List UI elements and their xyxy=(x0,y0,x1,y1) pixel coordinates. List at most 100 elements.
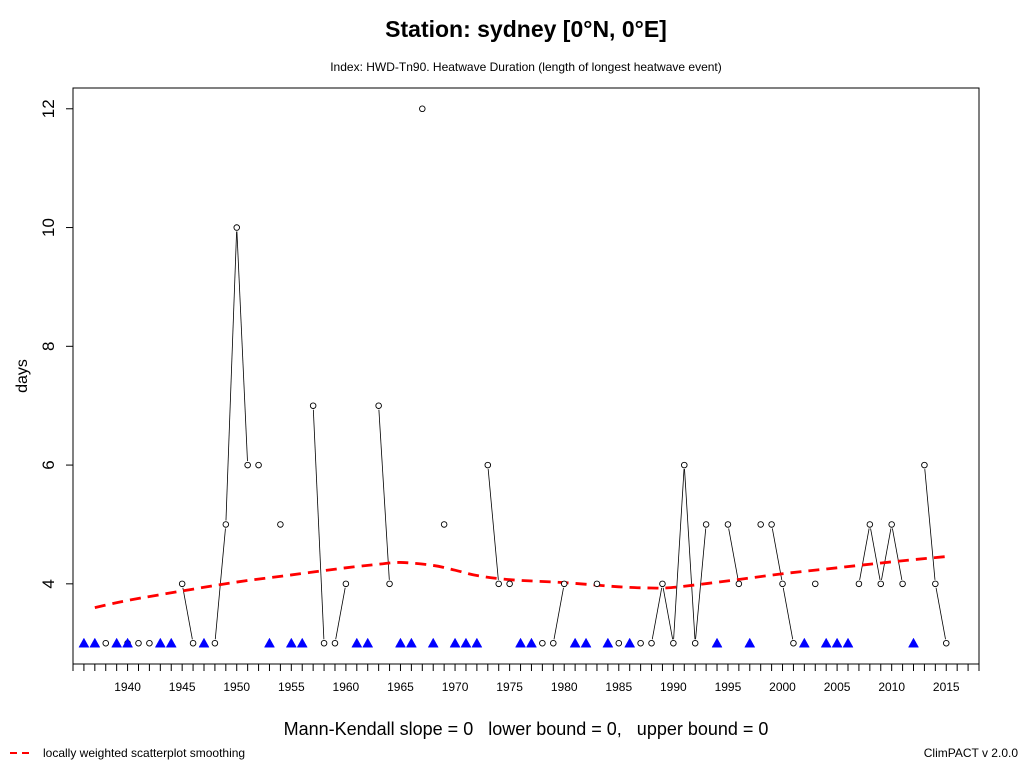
data-point-triangle xyxy=(624,637,636,648)
data-point-triangle xyxy=(908,637,919,648)
connector-segment xyxy=(378,409,390,580)
data-point-circle xyxy=(790,639,797,647)
y-tick-label: 12 xyxy=(39,99,58,118)
data-point-circle xyxy=(768,521,775,528)
connector-segment xyxy=(662,587,674,640)
connector-segment xyxy=(892,528,903,580)
data-point-circle xyxy=(888,521,895,528)
data-point-triangle xyxy=(602,637,614,648)
data-point-circle xyxy=(331,639,339,647)
data-point-triangle xyxy=(111,637,123,648)
connector-segment xyxy=(487,469,499,580)
data-point-circle xyxy=(724,521,732,528)
data-point-circle xyxy=(779,580,786,588)
connector-segment xyxy=(924,469,936,580)
data-point-triangle xyxy=(580,637,592,648)
data-point-circle xyxy=(681,461,688,469)
data-point-circle xyxy=(659,580,666,588)
data-point-circle xyxy=(550,639,557,647)
connector-segment xyxy=(553,587,564,640)
version-label: ClimPACT v 2.0.0 xyxy=(924,746,1019,760)
data-point-triangle xyxy=(744,637,756,648)
connector-segment xyxy=(684,469,696,640)
data-point-circle xyxy=(866,521,874,528)
x-tick-label: 1965 xyxy=(387,680,414,694)
data-point-circle xyxy=(648,639,655,647)
connector-segment xyxy=(236,231,248,462)
data-point-circle xyxy=(539,639,546,647)
connector-segment xyxy=(695,528,707,640)
y-tick-label: 8 xyxy=(39,342,58,351)
data-point-triangle xyxy=(351,637,363,648)
data-point-circle xyxy=(233,224,240,231)
data-point-circle xyxy=(921,461,928,469)
data-point-triangle xyxy=(798,637,810,648)
data-connector-lines xyxy=(182,231,946,640)
data-point-triangle xyxy=(427,637,439,648)
data-point-triangle xyxy=(198,637,210,648)
data-point-circle xyxy=(386,580,393,588)
data-point-triangles xyxy=(78,637,919,648)
connector-segment xyxy=(182,587,193,640)
mann-kendall-text: Mann-Kendall slope = 0 lower bound = 0, … xyxy=(284,719,769,739)
data-point-triangle xyxy=(471,637,483,648)
connector-segment xyxy=(312,409,325,640)
data-point-circle xyxy=(222,521,230,528)
data-point-triangle xyxy=(154,637,166,648)
x-tick-label: 2005 xyxy=(824,680,851,694)
connector-segment xyxy=(335,587,346,640)
x-tick-label: 1970 xyxy=(442,680,469,694)
data-point-circle xyxy=(277,521,284,528)
data-point-circle xyxy=(691,639,699,647)
data-point-circle xyxy=(495,580,502,588)
data-point-triangle xyxy=(296,637,308,648)
x-tick-label: 1985 xyxy=(605,680,632,694)
x-tick-label: 1940 xyxy=(114,680,141,694)
data-point-circle xyxy=(932,580,939,588)
x-tick-label: 2000 xyxy=(769,680,796,694)
data-point-triangle xyxy=(460,637,472,648)
chart-title: Station: sydney [0°N, 0°E] xyxy=(385,16,667,42)
data-point-circle xyxy=(506,580,513,588)
connector-segment xyxy=(870,528,881,580)
connector-segment xyxy=(673,469,685,640)
y-tick-label: 10 xyxy=(39,218,58,237)
data-point-circle xyxy=(440,521,448,528)
y-tick-label: 4 xyxy=(39,579,58,588)
data-point-circle xyxy=(899,580,906,588)
data-point-circle xyxy=(943,639,950,647)
data-point-circle xyxy=(855,580,863,588)
plot-frame xyxy=(72,87,980,665)
data-point-triangle xyxy=(842,637,854,648)
x-tick-label: 1990 xyxy=(660,680,687,694)
data-point-triangle xyxy=(285,637,297,648)
data-point-circle xyxy=(342,580,350,588)
data-point-circle xyxy=(309,402,317,409)
x-tick-label: 1975 xyxy=(496,680,523,694)
data-point-circle xyxy=(102,639,109,647)
data-point-triangle xyxy=(526,637,537,648)
y-axis: 4 6 8 10 12 xyxy=(39,99,73,589)
data-point-triangle xyxy=(449,637,461,648)
y-tick-label: 6 xyxy=(39,460,58,469)
data-point-triangle xyxy=(405,637,417,648)
x-tick-label: 1960 xyxy=(333,680,360,694)
data-point-circle xyxy=(735,580,743,588)
data-point-circle xyxy=(178,580,186,588)
x-tick-label: 1950 xyxy=(223,680,250,694)
x-tick-label: 2010 xyxy=(878,680,905,694)
data-point-circle xyxy=(637,639,644,647)
data-point-triangle xyxy=(820,637,832,648)
x-axis: 1940 1945 1950 1955 1960 1965 1970 1975 1980 1985… xyxy=(72,664,980,694)
data-point-triangle xyxy=(89,637,101,648)
loess-smoothing-line xyxy=(94,555,947,609)
data-point-triangle xyxy=(515,637,526,648)
data-point-circle xyxy=(560,580,568,588)
data-point-triangle xyxy=(264,637,275,648)
data-point-circle xyxy=(419,105,426,113)
data-point-circle xyxy=(189,639,197,647)
chart-subtitle: Index: HWD-Tn90. Heatwave Duration (leng… xyxy=(330,60,722,74)
data-point-circle xyxy=(877,580,885,588)
data-point-triangle xyxy=(395,637,406,648)
